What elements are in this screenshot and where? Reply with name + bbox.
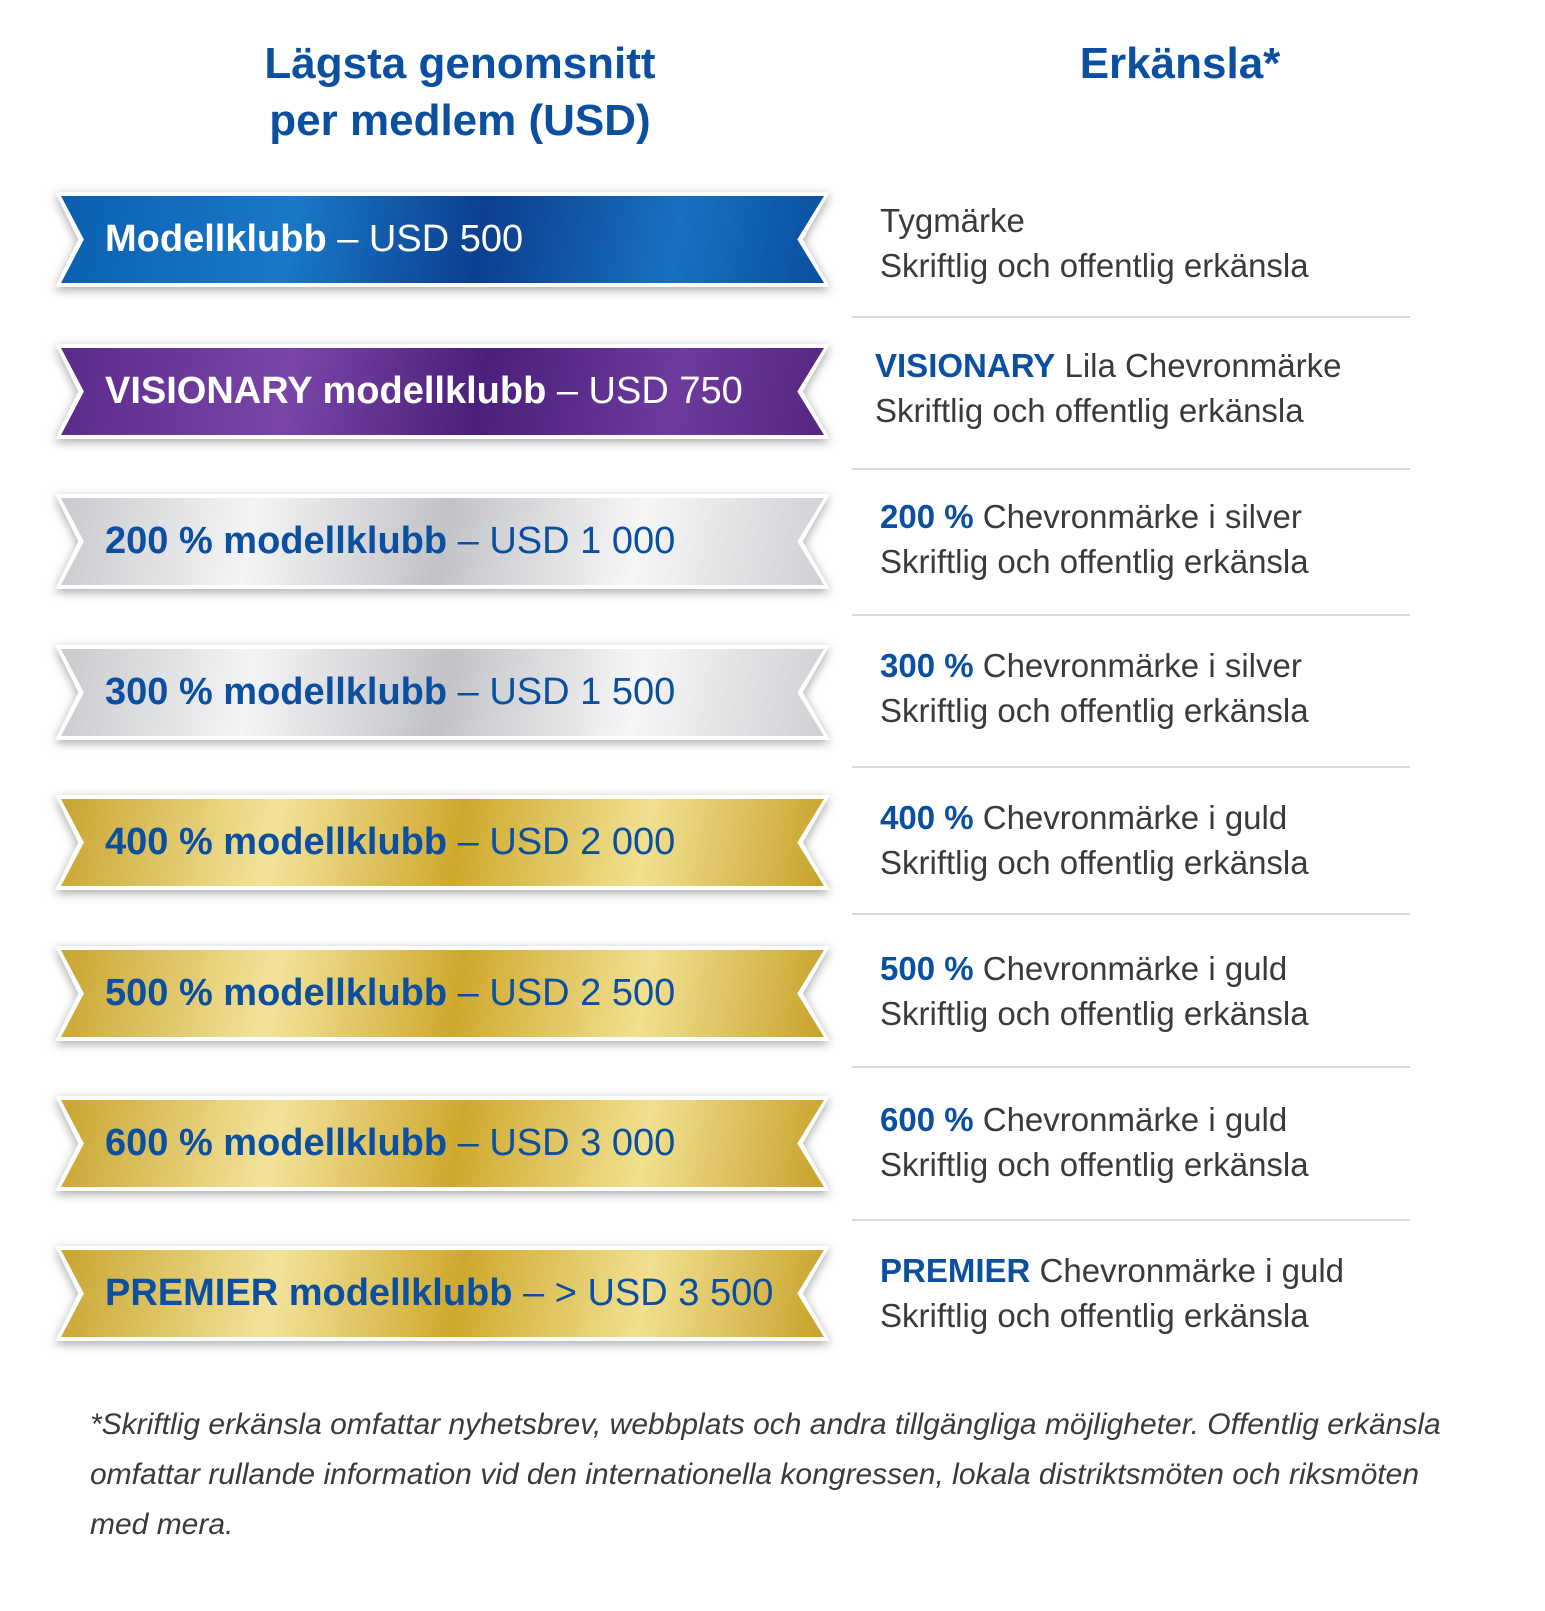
column-header-min-average: Lägsta genomsnitt per medlem (USD) [180, 35, 740, 149]
tier-recognition: PREMIER Chevronmärke i guld Skriftlig oc… [880, 1248, 1440, 1338]
recognition-line2: Skriftlig och offentlig erkänsla [880, 995, 1309, 1032]
tier-ribbon-label: PREMIER modellklubb – > USD 3 500 [105, 1272, 774, 1314]
footnote: *Skriftlig erkänsla omfattar nyhetsbrev,… [90, 1408, 1441, 1541]
row-divider [852, 468, 1410, 470]
row-divider [852, 614, 1410, 616]
recognition-line1: 600 % Chevronmärke i guld [880, 1101, 1288, 1138]
recognition-line1: VISIONARY Lila Chevronmärke [875, 347, 1342, 384]
tier-ribbon-label: VISIONARY modellklubb – USD 750 [105, 370, 743, 412]
row-divider [852, 1066, 1410, 1068]
tier-ribbon-label: 400 % modellklubb – USD 2 000 [105, 821, 676, 863]
recognition-line2: Skriftlig och offentlig erkänsla [880, 844, 1309, 881]
recognition-line1: PREMIER Chevronmärke i guld [880, 1252, 1345, 1289]
tier-recognition: 500 % Chevronmärke i guld Skriftlig och … [880, 946, 1440, 1036]
tier-recognition: 200 % Chevronmärke i silver Skriftlig oc… [880, 494, 1440, 584]
tier-ribbon-label: 300 % modellklubb – USD 1 500 [105, 671, 676, 713]
recognition-line2: Skriftlig och offentlig erkänsla [875, 392, 1304, 429]
tier-ribbon: VISIONARY modellklubb – USD 750 [55, 344, 830, 439]
tier-row-visionary: VISIONARY modellklubb – USD 750 VISIONAR… [0, 344, 1545, 494]
tier-ribbon: 500 % modellklubb – USD 2 500 [55, 946, 830, 1041]
tier-recognition: 600 % Chevronmärke i guld Skriftlig och … [880, 1097, 1440, 1187]
tier-recognition: 300 % Chevronmärke i silver Skriftlig oc… [880, 643, 1440, 733]
recognition-line2: Skriftlig och offentlig erkänsla [880, 543, 1309, 580]
tier-recognition: Tygmärke Skriftlig och offentlig erkänsl… [880, 198, 1440, 288]
tier-ribbon-label: 600 % modellklubb – USD 3 000 [105, 1122, 676, 1164]
tier-ribbon-label: 500 % modellklubb – USD 2 500 [105, 972, 676, 1014]
tier-row-500: 500 % modellklubb – USD 2 500 500 % Chev… [0, 946, 1545, 1096]
tier-row-600: 600 % modellklubb – USD 3 000 600 % Chev… [0, 1096, 1545, 1246]
recognition-line1: 500 % Chevronmärke i guld [880, 950, 1288, 987]
tier-recognition: VISIONARY Lila Chevronmärke Skriftlig oc… [875, 343, 1435, 433]
recognition-line2: Skriftlig och offentlig erkänsla [880, 247, 1309, 284]
tier-ribbon: 400 % modellklubb – USD 2 000 [55, 795, 830, 890]
recognition-line2: Skriftlig och offentlig erkänsla [880, 692, 1309, 729]
tier-row-premier: PREMIER modellklubb – > USD 3 500 PREMIE… [0, 1246, 1545, 1396]
row-divider [852, 913, 1410, 915]
row-divider [852, 1219, 1410, 1221]
tier-ribbon: 200 % modellklubb – USD 1 000 [55, 494, 830, 589]
recognition-line1: 400 % Chevronmärke i guld [880, 799, 1288, 836]
tier-row-model-club: Modellklubb – USD 500 Tygmärke Skriftlig… [0, 192, 1545, 342]
tier-ribbon: Modellklubb – USD 500 [55, 192, 830, 287]
tier-recognition: 400 % Chevronmärke i guld Skriftlig och … [880, 795, 1440, 885]
row-divider [852, 316, 1410, 318]
tier-row-200: 200 % modellklubb – USD 1 000 200 % Chev… [0, 494, 1545, 644]
tier-ribbon: 300 % modellklubb – USD 1 500 [55, 645, 830, 740]
tier-ribbon: 600 % modellklubb – USD 3 000 [55, 1096, 830, 1191]
tier-ribbon-label: Modellklubb – USD 500 [105, 218, 524, 260]
recognition-line2: Skriftlig och offentlig erkänsla [880, 1297, 1309, 1334]
row-divider [852, 766, 1410, 768]
column-header-recognition: Erkänsla* [1079, 39, 1281, 88]
column-header-line1: Lägsta genomsnitt [264, 39, 656, 88]
recognition-line1: Tygmärke [880, 202, 1025, 239]
tier-ribbon: PREMIER modellklubb – > USD 3 500 [55, 1246, 830, 1341]
tier-row-400: 400 % modellklubb – USD 2 000 400 % Chev… [0, 795, 1545, 945]
recognition-line1: 300 % Chevronmärke i silver [880, 647, 1302, 684]
tier-row-300: 300 % modellklubb – USD 1 500 300 % Chev… [0, 645, 1545, 795]
recognition-line1: 200 % Chevronmärke i silver [880, 498, 1302, 535]
recognition-line2: Skriftlig och offentlig erkänsla [880, 1146, 1309, 1183]
tier-ribbon-label: 200 % modellklubb – USD 1 000 [105, 520, 676, 562]
column-header-line2: per medlem (USD) [269, 96, 651, 145]
